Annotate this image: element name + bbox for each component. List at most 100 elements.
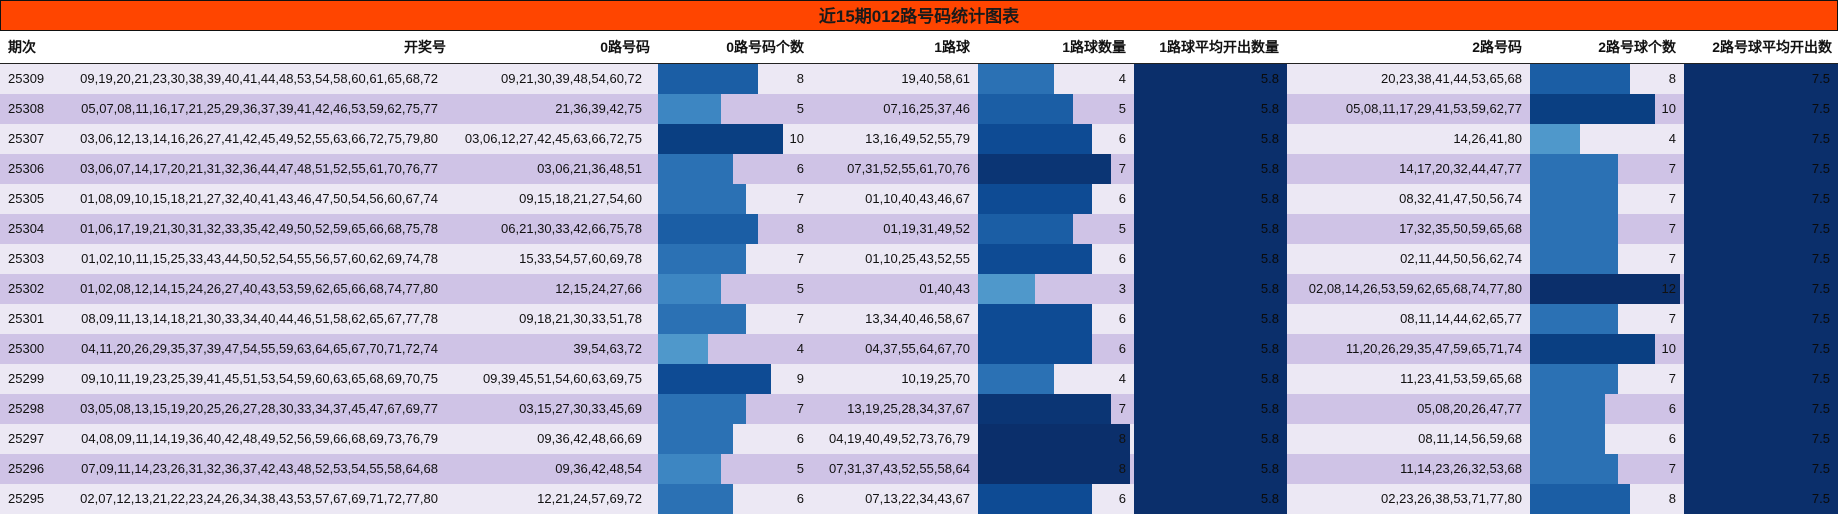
- cell-a1: 5.8: [1260, 191, 1279, 206]
- cell-c0: 5: [796, 281, 804, 296]
- cell-a2: 7.5: [1811, 311, 1830, 326]
- cell-c1: 6: [1118, 311, 1126, 326]
- count-bar: [658, 454, 721, 484]
- cell-c1: 7: [1118, 401, 1126, 416]
- count-bar: [1530, 424, 1605, 454]
- count-bar: [658, 484, 733, 514]
- cell-r0: 09,21,30,39,48,54,60,72: [501, 71, 642, 86]
- cell-r0: 12,15,24,27,66: [555, 281, 642, 296]
- count-bar: [1530, 64, 1630, 94]
- cell-r0: 06,21,30,33,42,66,75,78: [501, 221, 642, 236]
- cell-period: 25306: [8, 161, 45, 176]
- count-bar: [978, 124, 1092, 154]
- cell-a2: 7.5: [1811, 341, 1830, 356]
- cell-r0: 09,36,42,48,54: [555, 461, 642, 476]
- count-bar: [1530, 484, 1630, 514]
- count-bar: [1530, 454, 1618, 484]
- avg-fill: [1684, 304, 1838, 334]
- cell-c1: 6: [1118, 131, 1126, 146]
- count-bar: [978, 424, 1130, 454]
- count-bar: [1530, 394, 1605, 424]
- count-bar: [978, 334, 1092, 364]
- cell-a2: 7.5: [1811, 161, 1830, 176]
- cell-a1: 5.8: [1260, 311, 1279, 326]
- cell-period: 25303: [8, 251, 45, 266]
- cell-draw: 05,07,08,11,16,17,21,25,29,36,37,39,41,4…: [81, 101, 438, 116]
- header-r1count: 1路球数量: [1062, 39, 1126, 55]
- cell-draw: 01,06,17,19,21,30,31,32,33,35,42,49,50,5…: [80, 221, 438, 236]
- cell-r0: 21,36,39,42,75: [555, 101, 642, 116]
- cell-r1: 01,19,31,49,52: [883, 221, 970, 236]
- cell-period: 25309: [8, 71, 45, 86]
- cell-c0: 7: [796, 191, 804, 206]
- cell-a2: 7.5: [1811, 221, 1830, 236]
- cell-a1: 5.8: [1260, 431, 1279, 446]
- header-period: 期次: [8, 39, 36, 55]
- cell-c2: 8: [1668, 71, 1676, 86]
- cell-c1: 7: [1118, 161, 1126, 176]
- cell-period: 25296: [8, 461, 45, 476]
- table-row: 25302 01,02,08,12,14,15,24,26,27,40,43,53…: [0, 274, 1838, 304]
- cell-c0: 8: [796, 221, 804, 236]
- cell-period: 25307: [8, 131, 45, 146]
- cell-c0: 6: [796, 431, 804, 446]
- cell-c1: 8: [1118, 431, 1126, 446]
- count-bar: [658, 124, 783, 154]
- cell-r1: 07,31,52,55,61,70,76: [847, 161, 970, 176]
- cell-period: 25297: [8, 431, 45, 446]
- table-row: 25304 01,06,17,19,21,30,31,32,33,35,42,49…: [0, 214, 1838, 244]
- cell-period: 25305: [8, 191, 45, 206]
- chart-title: 近15期012路号码统计图表: [0, 0, 1838, 31]
- cell-a2: 7.5: [1811, 461, 1830, 476]
- avg-fill: [1684, 154, 1838, 184]
- avg-fill: [1684, 244, 1838, 274]
- cell-draw: 09,10,11,19,23,25,39,41,45,51,53,54,59,6…: [81, 371, 438, 386]
- cell-a1: 5.8: [1260, 371, 1279, 386]
- cell-c0: 5: [796, 461, 804, 476]
- count-bar: [978, 274, 1035, 304]
- count-bar: [1530, 274, 1680, 304]
- cell-draw: 03,06,12,13,14,16,26,27,41,42,45,49,52,5…: [80, 131, 438, 146]
- cell-a1: 5.8: [1260, 221, 1279, 236]
- cell-r1: 13,34,40,46,58,67: [865, 311, 970, 326]
- cell-draw: 08,09,11,13,14,18,21,30,33,34,40,44,46,5…: [81, 311, 438, 326]
- cell-r0: 03,15,27,30,33,45,69: [519, 401, 642, 416]
- count-bar: [1530, 304, 1618, 334]
- cell-a2: 7.5: [1811, 101, 1830, 116]
- cell-r1: 04,19,40,49,52,73,76,79: [829, 431, 970, 446]
- cell-c2: 6: [1668, 431, 1676, 446]
- avg-fill: [1684, 364, 1838, 394]
- count-bar: [658, 94, 721, 124]
- header-draw: 开奖号: [404, 39, 446, 55]
- cell-a2: 7.5: [1811, 431, 1830, 446]
- avg-fill: [1684, 454, 1838, 484]
- cell-c2: 7: [1668, 251, 1676, 266]
- avg-fill: [1684, 424, 1838, 454]
- count-bar: [658, 244, 746, 274]
- count-bar: [978, 304, 1092, 334]
- cell-a2: 7.5: [1811, 371, 1830, 386]
- cell-period: 25295: [8, 491, 45, 506]
- cell-c1: 8: [1118, 461, 1126, 476]
- cell-r2: 08,11,14,44,62,65,77: [1400, 311, 1522, 326]
- cell-r2: 08,32,41,47,50,56,74: [1399, 191, 1522, 206]
- count-bar: [658, 424, 733, 454]
- cell-c2: 6: [1668, 401, 1676, 416]
- avg-fill: [1134, 214, 1287, 244]
- avg-fill: [1684, 124, 1838, 154]
- avg-fill: [1134, 424, 1287, 454]
- avg-fill: [1134, 154, 1287, 184]
- cell-c1: 5: [1118, 221, 1126, 236]
- cell-a1: 5.8: [1260, 161, 1279, 176]
- cell-c0: 6: [796, 491, 804, 506]
- cell-a1: 5.8: [1260, 491, 1279, 506]
- cell-r1: 07,13,22,34,43,67: [865, 491, 970, 506]
- avg-fill: [1684, 64, 1838, 94]
- cell-r0: 03,06,21,36,48,51: [537, 161, 642, 176]
- avg-fill: [1684, 394, 1838, 424]
- avg-fill: [1134, 244, 1287, 274]
- cell-c2: 7: [1668, 191, 1676, 206]
- cell-c1: 6: [1118, 251, 1126, 266]
- cell-c0: 5: [796, 101, 804, 116]
- cell-a1: 5.8: [1260, 131, 1279, 146]
